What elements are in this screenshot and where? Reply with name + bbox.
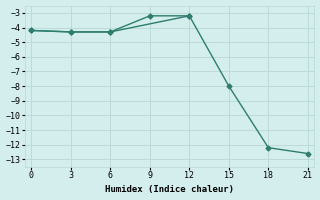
X-axis label: Humidex (Indice chaleur): Humidex (Indice chaleur) bbox=[105, 185, 234, 194]
